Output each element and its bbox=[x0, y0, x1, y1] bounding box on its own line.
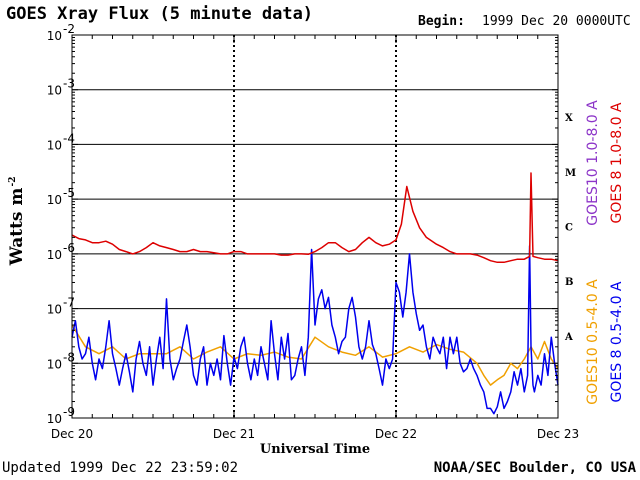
y-tick-exponent: -6 bbox=[63, 241, 75, 255]
y-axis-title: Watts m bbox=[7, 188, 27, 267]
x-tick-label: Dec 21 bbox=[213, 427, 255, 441]
legend-entry: GOES 8 0.5-4.0 A bbox=[609, 281, 625, 402]
flare-class-label: C bbox=[565, 223, 573, 234]
y-tick-label: 10 bbox=[47, 412, 62, 426]
legend-entry: GOES10 0.5-4.0 A bbox=[585, 279, 601, 405]
y-tick-exponent: -9 bbox=[63, 405, 75, 419]
begin-label: Begin: bbox=[418, 14, 465, 29]
x-tick-label: Dec 23 bbox=[537, 427, 579, 441]
legend-entry: GOES10 1.0-8.0 A bbox=[585, 100, 601, 226]
y-tick-label: 10 bbox=[47, 84, 62, 98]
y-axis-title-group: Watts m-2 bbox=[7, 177, 27, 267]
credit-text: NOAA/SEC Boulder, CO USA bbox=[433, 460, 636, 476]
flare-class-label: X bbox=[565, 113, 573, 124]
plot-frame bbox=[71, 34, 559, 419]
y-tick-label: 10 bbox=[47, 193, 62, 207]
y-tick-exponent: -8 bbox=[63, 350, 75, 364]
y-tick-label: 10 bbox=[47, 29, 62, 43]
y-tick-exponent: -4 bbox=[63, 131, 75, 145]
tick-layer bbox=[71, 34, 559, 419]
x-tick-label: Dec 20 bbox=[51, 427, 93, 441]
y-tick-exponent: -2 bbox=[63, 22, 75, 36]
flare-class-label: M bbox=[565, 168, 576, 179]
y-tick-exponent: -5 bbox=[63, 186, 75, 200]
x-tick-label: Dec 22 bbox=[375, 427, 417, 441]
y-tick-label: 10 bbox=[47, 357, 62, 371]
series-line bbox=[71, 172, 559, 264]
y-tick-label: 10 bbox=[47, 303, 62, 317]
series-line bbox=[71, 324, 559, 386]
y-tick-label: 10 bbox=[47, 248, 62, 262]
legend-label: GOES 8 0.5-4.0 A bbox=[609, 281, 625, 402]
legend-entry: GOES 8 1.0-8.0 A bbox=[609, 102, 625, 223]
y-tick-label: 10 bbox=[47, 138, 62, 152]
series-line bbox=[71, 245, 559, 415]
grid-layer bbox=[72, 35, 558, 418]
y-tick-exponent: -3 bbox=[63, 77, 75, 91]
flare-class-label: A bbox=[564, 332, 573, 343]
legend-label: GOES10 1.0-8.0 A bbox=[585, 100, 601, 226]
x-axis-title: Universal Time bbox=[260, 442, 370, 457]
series-layer bbox=[71, 172, 559, 415]
legend-label: GOES 8 1.0-8.0 A bbox=[609, 102, 625, 223]
flare-class-label: B bbox=[565, 277, 573, 288]
updated-timestamp: Updated 1999 Dec 22 23:59:02 bbox=[2, 460, 239, 476]
begin-date: 1999 Dec 20 0000UTC bbox=[482, 14, 631, 29]
y-tick-exponent: -7 bbox=[63, 296, 75, 310]
chart-title: GOES Xray Flux (5 minute data) bbox=[6, 4, 314, 24]
y-axis-title-exponent: -2 bbox=[8, 177, 18, 187]
legend-label: GOES10 0.5-4.0 A bbox=[585, 279, 601, 405]
